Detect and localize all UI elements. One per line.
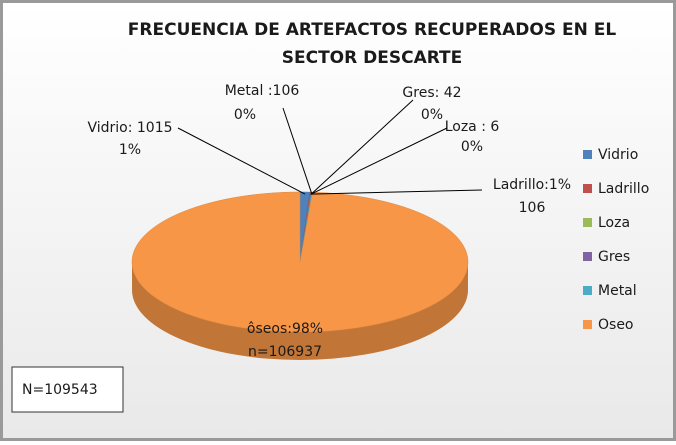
leader-line [310,127,448,195]
annotation-box [11,366,124,413]
pie-slice [131,191,469,333]
data-label: Loza : 6 [445,119,500,135]
legend-label: Metal [598,283,637,299]
data-label: ôseos:98% [247,321,323,337]
data-label: Vidrio: 1015 [87,120,172,136]
legend-swatch [583,150,592,159]
data-label: Gres: 42 [402,85,461,101]
legend-swatch [583,218,592,227]
leader-line [310,99,414,195]
legend-label: Vidrio [598,147,638,163]
data-label: Metal :106 [225,83,300,99]
leader-line [310,189,483,195]
legend-label: Gres [598,249,630,265]
data-label: 0% [461,139,483,155]
leader-line [177,127,306,195]
legend-swatch [583,286,592,295]
legend-label: Ladrillo [598,181,649,197]
data-label: 0% [234,107,256,123]
chart-title: FRECUENCIA DE ARTEFACTOS RECUPERADOS EN … [128,20,617,40]
pie-side [132,262,468,360]
annotation: N=109543 [22,382,98,398]
legend-label: Loza [598,215,630,231]
legend-swatch [583,184,592,193]
legend-label: Oseo [598,317,634,333]
chart-title: SECTOR DESCARTE [282,48,463,68]
data-label: 0% [421,107,443,123]
data-label: 1% [119,142,141,158]
data-label: Ladrillo:1% [493,177,571,193]
data-label: 106 [519,200,546,216]
leader-line [282,107,313,195]
data-label: n=106937 [248,344,322,360]
legend-swatch [583,252,592,261]
legend-swatch [583,320,592,329]
